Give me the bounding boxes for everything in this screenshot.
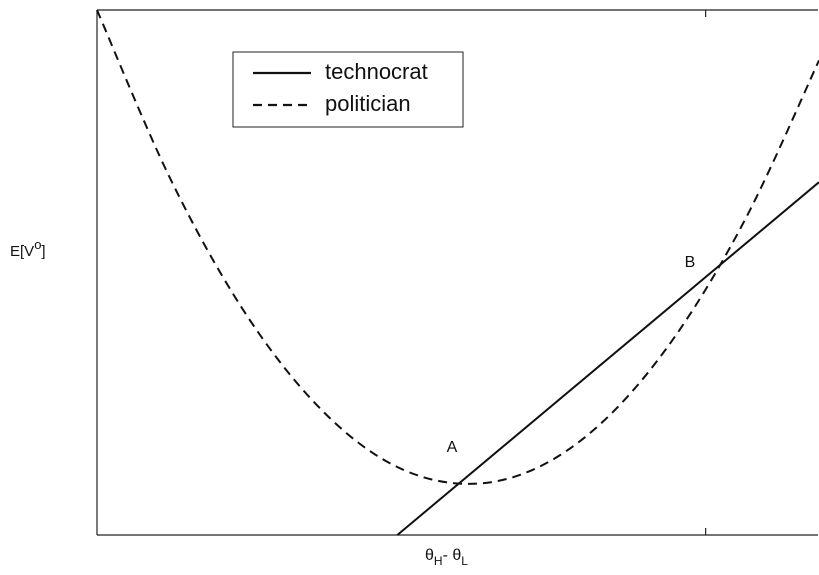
x-label-sub-b: L xyxy=(461,554,468,568)
legend-label: technocrat xyxy=(325,59,428,84)
x-label-b: - θ xyxy=(443,547,462,564)
y-label-base: E[V xyxy=(10,243,34,260)
x-label-sub-a: H xyxy=(434,554,443,568)
series-line xyxy=(96,9,819,485)
x-axis-label: θH- θL xyxy=(425,547,468,568)
legend-box xyxy=(232,51,464,128)
y-label-close: ] xyxy=(41,243,45,260)
annotation: B xyxy=(685,254,696,271)
x-label-a: θ xyxy=(425,547,434,564)
legend-label: politician xyxy=(325,91,411,116)
annotation: A xyxy=(447,439,458,456)
y-axis-label: E[Vo] xyxy=(10,237,46,260)
series-line xyxy=(396,181,819,536)
y-label-sup: o xyxy=(34,237,41,252)
